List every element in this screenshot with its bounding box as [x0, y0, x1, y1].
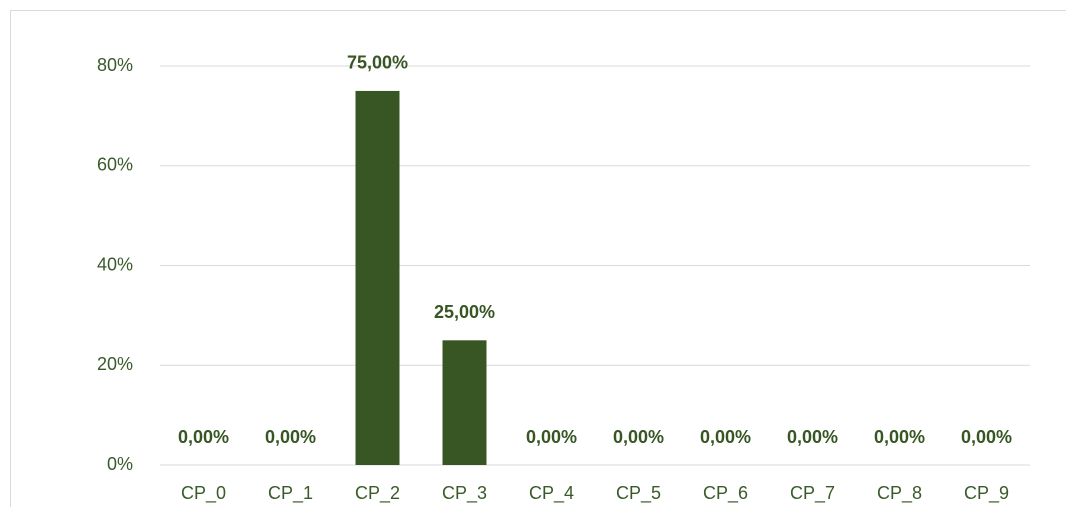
- y-tick-label: 20%: [97, 354, 133, 374]
- data-label: 0,00%: [265, 427, 316, 447]
- x-tick-label: CP_8: [877, 483, 922, 504]
- x-tick-label: CP_4: [529, 483, 574, 504]
- data-label: 0,00%: [961, 427, 1012, 447]
- x-tick-label: CP_1: [268, 483, 313, 504]
- data-label: 75,00%: [347, 53, 408, 73]
- data-label: 25,00%: [434, 302, 495, 322]
- data-label: 0,00%: [700, 427, 751, 447]
- x-tick-label: CP_9: [964, 483, 1009, 504]
- x-tick-label: CP_5: [616, 483, 661, 504]
- chart-border: [10, 10, 1066, 507]
- y-tick-label: 80%: [97, 55, 133, 75]
- data-label: 0,00%: [526, 427, 577, 447]
- x-tick-label: CP_0: [181, 483, 226, 504]
- x-tick-label: CP_2: [355, 483, 400, 504]
- data-label: 0,00%: [787, 427, 838, 447]
- data-label: 0,00%: [613, 427, 664, 447]
- x-tick-label: CP_3: [442, 483, 487, 504]
- x-tick-label: CP_6: [703, 483, 748, 504]
- x-tick-label: CP_7: [790, 483, 835, 504]
- bar: [355, 90, 400, 465]
- data-label: 0,00%: [178, 427, 229, 447]
- bar: [442, 340, 487, 465]
- data-label: 0,00%: [874, 427, 925, 447]
- y-tick-label: 40%: [97, 254, 133, 274]
- y-tick-label: 0%: [107, 454, 133, 474]
- y-tick-label: 60%: [97, 155, 133, 175]
